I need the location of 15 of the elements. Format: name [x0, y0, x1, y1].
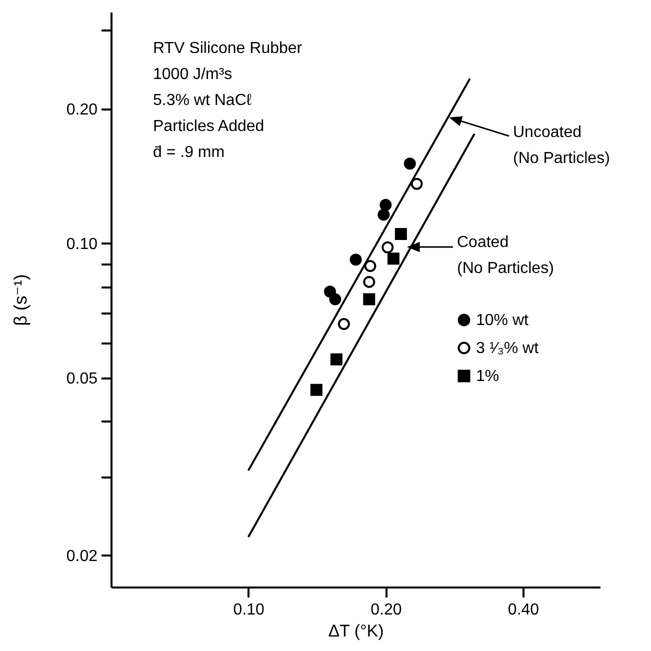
y-tick-label: 0.10 — [66, 236, 98, 253]
x-tick-label: 0.20 — [370, 602, 402, 618]
annotation: Coated (No Particles) — [457, 234, 554, 277]
x-axis-title: ΔT (°K) — [328, 622, 384, 640]
annotation: Uncoated (No Particles) — [513, 124, 610, 167]
y-axis-title: β (s⁻¹) — [10, 274, 30, 326]
y-tick-label: 0.20 — [66, 102, 98, 119]
y-tick-label: 0.02 — [66, 548, 98, 565]
legend-label: 1% — [476, 368, 500, 385]
y-tick-label: 0.05 — [66, 370, 98, 388]
x-tick-label: 0.40 — [508, 602, 540, 618]
legend-label: 10% wt — [476, 312, 530, 329]
legend-label: 3 ¹⁄₃% wt — [476, 340, 540, 357]
x-tick-label: 0.10 — [233, 602, 265, 618]
annotation: RTV Silicone Rubber 1000 J/m³s 5.3% wt NaCℓ Particles Added d̄ = .9 mm — [153, 40, 303, 161]
